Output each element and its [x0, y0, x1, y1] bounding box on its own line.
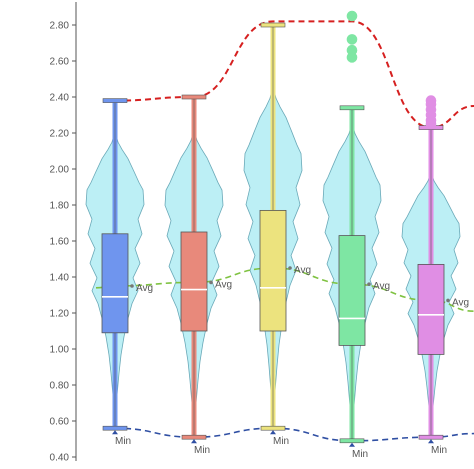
avg-marker — [446, 298, 450, 303]
min-label: Min — [115, 436, 131, 447]
min-label: Min — [194, 445, 210, 456]
max-cap — [339, 105, 365, 111]
min-cap — [260, 425, 286, 431]
max-cap — [260, 22, 286, 28]
y-tick-label: 0.40 — [50, 453, 70, 464]
avg-label: Avg — [373, 281, 390, 292]
avg-marker — [130, 284, 134, 288]
y-tick-label: 1.60 — [50, 237, 70, 248]
y-tick-label: 2.40 — [50, 93, 70, 104]
min-marker — [428, 439, 434, 444]
avg-marker — [288, 266, 292, 270]
y-tick-label: 1.40 — [50, 273, 70, 284]
box-4 — [338, 10, 366, 444]
min-cap — [418, 434, 444, 440]
max-cap — [181, 94, 207, 100]
y-tick-label: 1.20 — [50, 309, 70, 320]
y-tick-label: 1.80 — [50, 201, 70, 212]
max-cap — [102, 98, 128, 103]
y-tick-label: 2.00 — [50, 165, 70, 176]
min-marker — [270, 430, 276, 435]
min-label: Min — [273, 436, 289, 447]
outlier-point — [346, 10, 358, 22]
y-axis: 0.40 0.60 0.80 1.00 1.20 1.40 1.60 1.80 2.00 2.20… — [50, 2, 77, 464]
avg-marker — [367, 282, 371, 287]
iqr-box — [180, 231, 208, 332]
min-cap — [339, 438, 365, 444]
avg-label: Avg — [136, 283, 153, 294]
y-tick-label: 1.00 — [50, 345, 70, 356]
min-marker — [191, 439, 197, 444]
y-tick-label: 2.60 — [50, 57, 70, 68]
y-tick-label: 2.80 — [50, 21, 70, 32]
box-1 — [101, 98, 129, 431]
max-trend-line — [114, 20, 474, 129]
iqr-box — [101, 233, 129, 334]
box-2 — [180, 94, 208, 440]
y-tick-label: 0.60 — [50, 417, 70, 428]
avg-label: Avg — [294, 265, 311, 276]
min-label: Min — [431, 445, 447, 456]
outlier-point — [346, 52, 358, 63]
outlier-point — [425, 118, 437, 130]
iqr-box — [417, 263, 445, 355]
min-marker — [349, 442, 355, 447]
avg-label: Avg — [452, 297, 469, 308]
y-tick-label: 0.80 — [50, 381, 70, 392]
annotations: Avg Min Avg Min Avg Min Avg Min Avg Min — [112, 265, 469, 460]
boxes — [101, 10, 445, 444]
box-3 — [259, 22, 287, 431]
min-marker — [112, 430, 118, 435]
iqr-box — [259, 209, 287, 332]
min-label: Min — [352, 449, 368, 460]
iqr-box — [338, 235, 366, 346]
min-cap — [181, 434, 207, 440]
box-5 — [417, 95, 445, 440]
min-cap — [102, 425, 128, 431]
avg-label: Avg — [215, 279, 232, 290]
outlier-point — [346, 34, 358, 45]
avg-marker — [209, 280, 213, 285]
min-trend-line — [114, 427, 474, 442]
y-tick-label: 2.20 — [50, 129, 70, 140]
